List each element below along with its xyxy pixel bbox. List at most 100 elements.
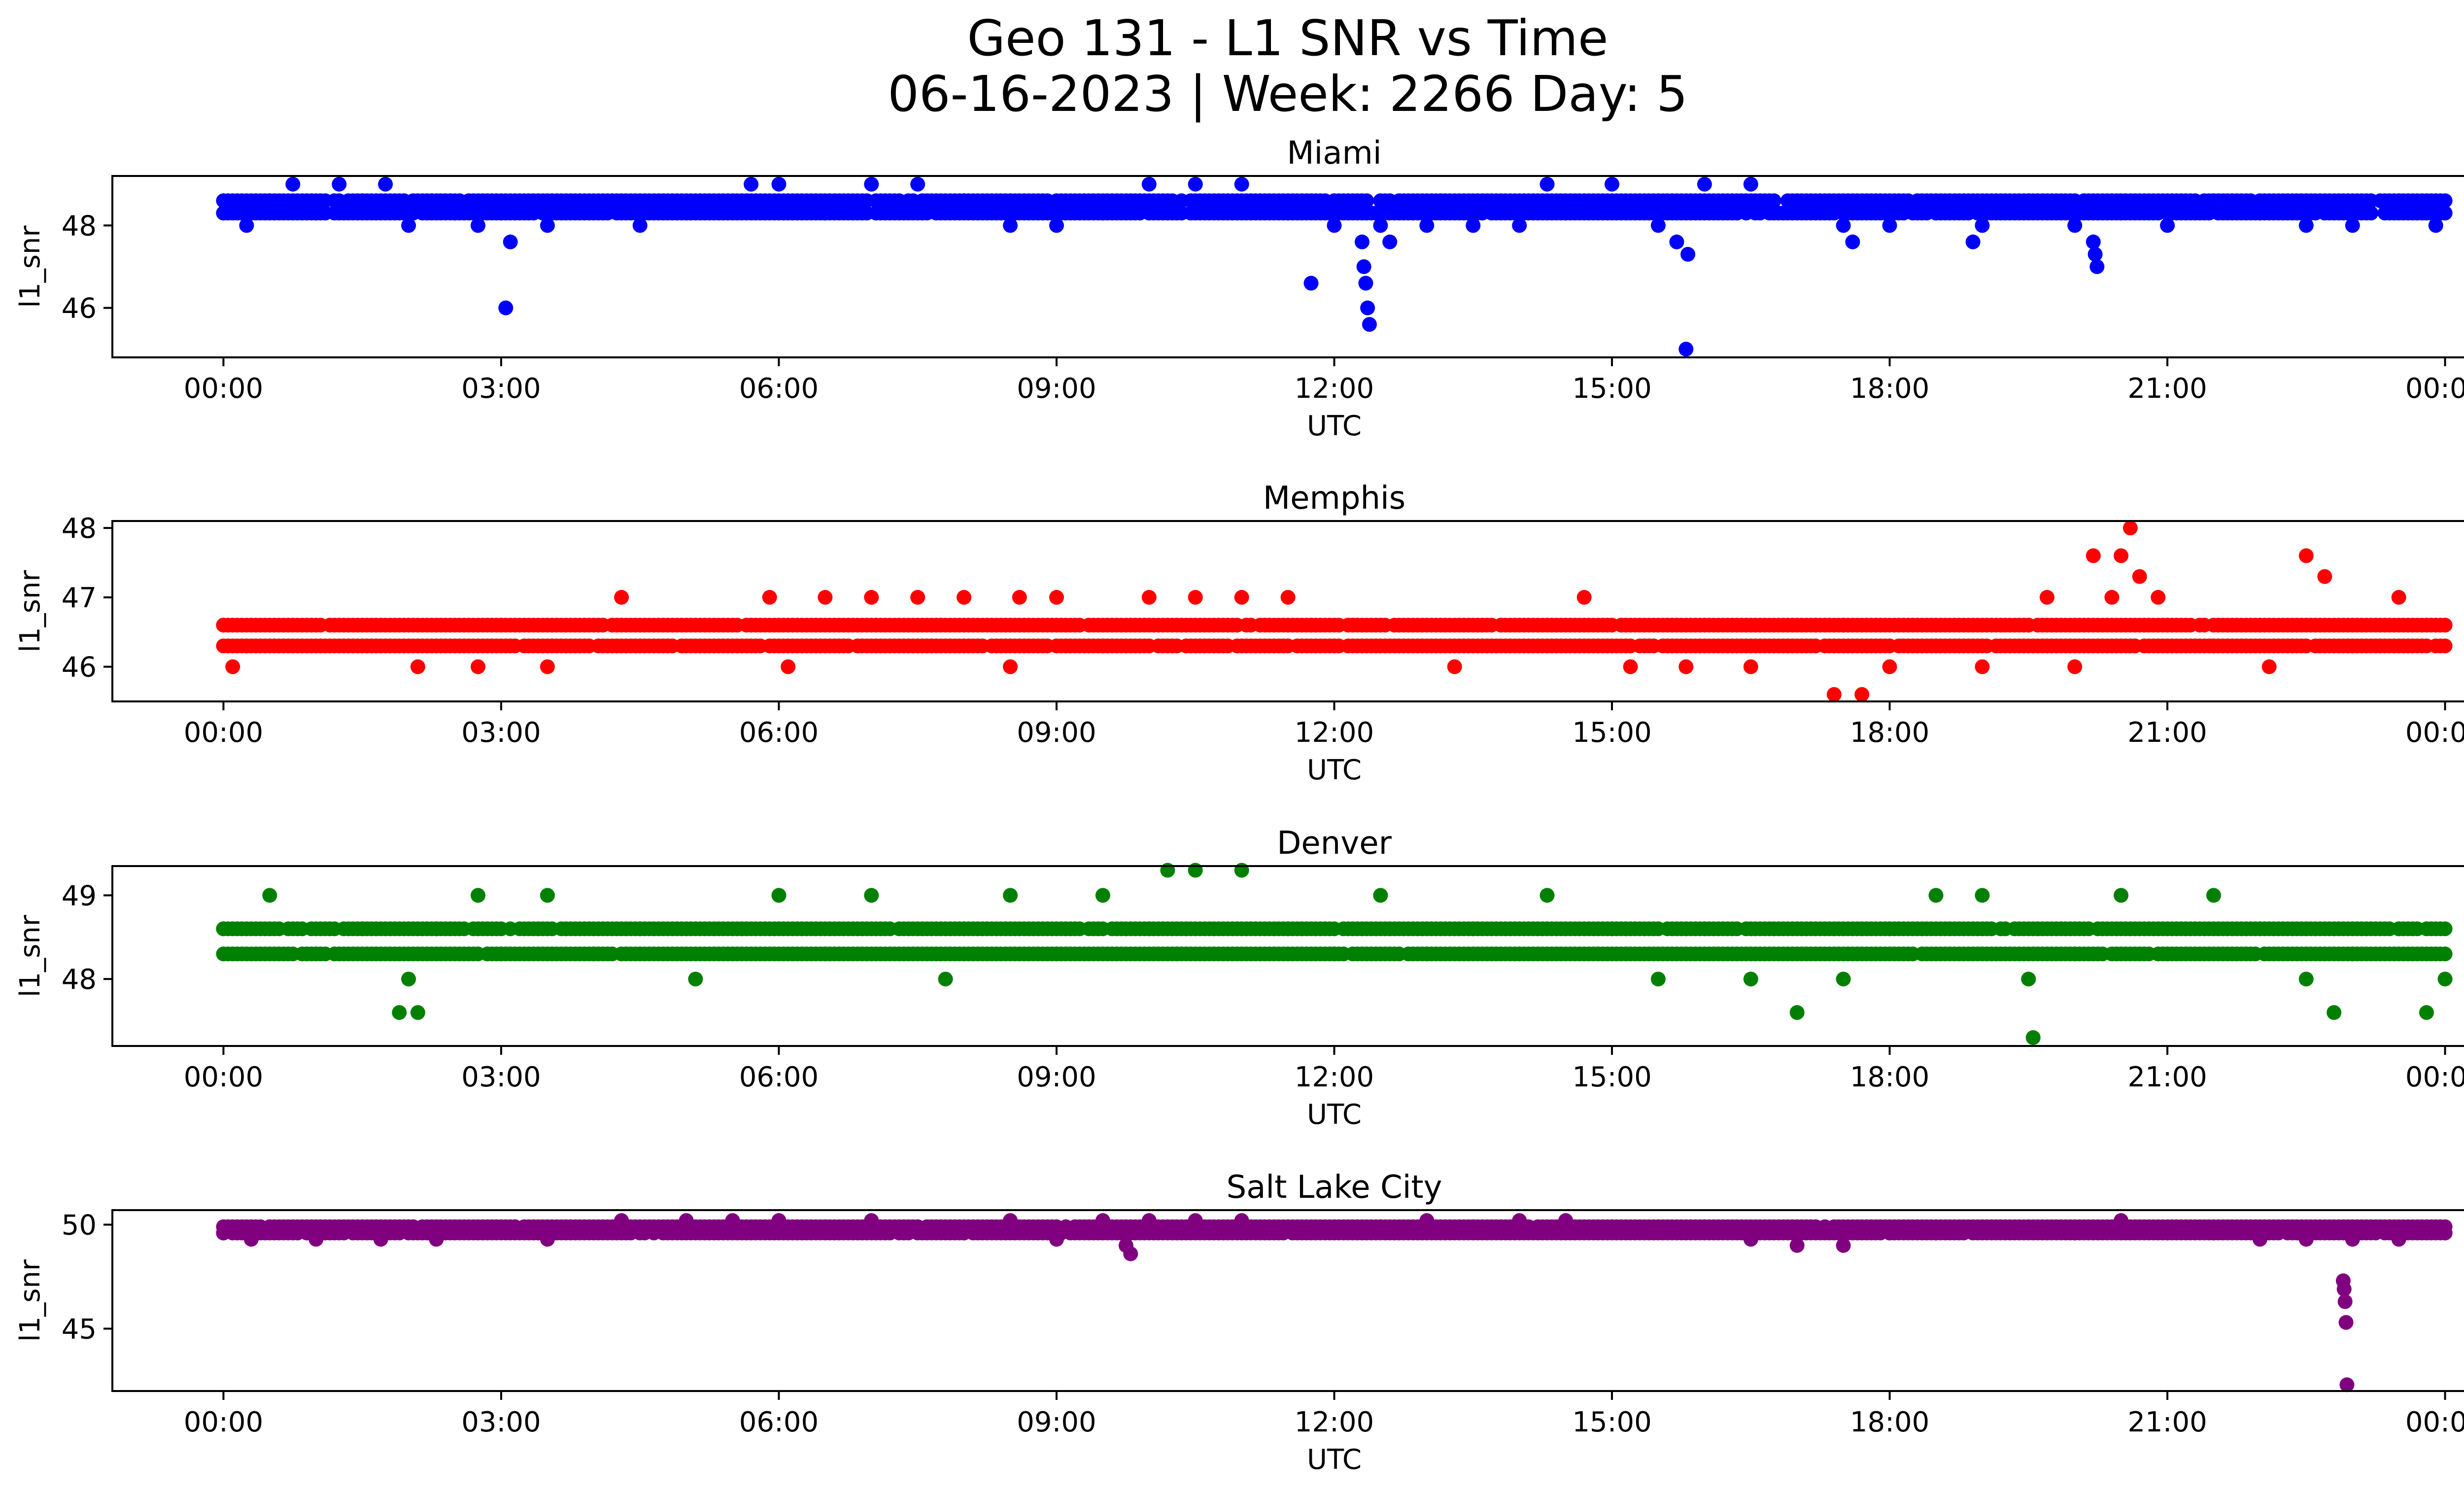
data-point bbox=[2336, 1282, 2352, 1297]
data-point bbox=[2428, 218, 2443, 233]
data-point bbox=[864, 888, 879, 903]
data-point bbox=[1836, 1238, 1851, 1253]
data-point bbox=[1845, 234, 1860, 249]
y-tick-label: 46 bbox=[62, 293, 97, 325]
data-point bbox=[1650, 1219, 1666, 1234]
series-points bbox=[216, 1213, 2453, 1393]
x-tick-label: 00:00 bbox=[184, 373, 263, 405]
data-point bbox=[1882, 921, 1897, 937]
data-point bbox=[910, 590, 925, 605]
data-point bbox=[2391, 193, 2406, 209]
data-point bbox=[1975, 888, 1990, 903]
panel-title: Salt Lake City bbox=[1227, 1169, 1442, 1206]
data-point bbox=[1049, 590, 1064, 605]
axes-frame bbox=[111, 520, 2464, 702]
data-point bbox=[471, 888, 485, 903]
panel-title: Memphis bbox=[1263, 480, 1405, 517]
data-point bbox=[1373, 888, 1388, 903]
data-point bbox=[2104, 590, 2120, 605]
y-tick-label: 47 bbox=[62, 582, 97, 614]
data-point bbox=[262, 888, 277, 903]
data-point bbox=[2206, 888, 2221, 903]
data-point bbox=[1965, 234, 1981, 249]
data-point bbox=[2317, 569, 2332, 584]
data-point bbox=[771, 1213, 787, 1228]
data-point bbox=[2160, 618, 2175, 633]
x-tick-label: 12:00 bbox=[1295, 717, 1374, 749]
data-point bbox=[1280, 1219, 1296, 1234]
x-tick-label: 12:00 bbox=[1295, 1061, 1374, 1093]
y-axis-label: l1_snr bbox=[14, 570, 46, 653]
x-tick-label: 18:00 bbox=[1850, 373, 1929, 405]
data-point bbox=[2298, 548, 2314, 563]
x-tick-label: 21:00 bbox=[2127, 717, 2207, 749]
data-point bbox=[2298, 1232, 2314, 1247]
data-point bbox=[1882, 218, 1897, 233]
data-point bbox=[1141, 1213, 1157, 1228]
data-point bbox=[818, 1219, 833, 1234]
data-point bbox=[2021, 193, 2036, 209]
data-point bbox=[818, 946, 833, 962]
y-tick-label: 45 bbox=[62, 1313, 97, 1345]
data-point bbox=[2039, 590, 2054, 605]
data-point bbox=[2391, 590, 2406, 605]
data-point bbox=[410, 659, 425, 674]
data-point bbox=[818, 206, 833, 221]
data-point bbox=[1049, 218, 1064, 233]
x-tick-label: 21:00 bbox=[2127, 373, 2207, 405]
data-point bbox=[471, 659, 485, 674]
data-point bbox=[1743, 176, 1758, 192]
x-tick-label: 09:00 bbox=[1017, 717, 1096, 749]
data-point bbox=[957, 1225, 972, 1241]
panel-3: Salt Lake City 00:00 03:00 06:00 09:00 12:00 1… bbox=[14, 1169, 2464, 1476]
data-point bbox=[2252, 921, 2267, 937]
data-point bbox=[1975, 1219, 1990, 1234]
data-point bbox=[2067, 946, 2083, 962]
data-point bbox=[2088, 246, 2103, 262]
data-point bbox=[471, 218, 485, 233]
data-point bbox=[216, 1225, 231, 1241]
data-point bbox=[1678, 659, 1694, 674]
x-axis-label: UTC bbox=[1307, 754, 1362, 786]
data-point bbox=[1780, 638, 1795, 654]
data-point bbox=[1141, 176, 1157, 192]
data-point bbox=[2021, 1219, 2036, 1234]
data-point bbox=[1003, 659, 1018, 674]
data-point bbox=[1512, 946, 1527, 962]
data-point bbox=[243, 1232, 259, 1247]
data-point bbox=[447, 206, 462, 221]
data-point bbox=[725, 946, 740, 962]
x-tick-label: 03:00 bbox=[461, 1061, 541, 1093]
data-point bbox=[1697, 921, 1712, 937]
x-tick-label: 06:00 bbox=[739, 1061, 819, 1093]
data-point bbox=[2086, 548, 2101, 563]
data-point bbox=[1095, 206, 1110, 221]
data-point bbox=[225, 659, 240, 674]
data-point bbox=[2206, 1225, 2221, 1241]
data-point bbox=[2067, 218, 2083, 233]
data-point bbox=[1766, 193, 1781, 209]
data-point bbox=[1141, 590, 1157, 605]
data-point bbox=[1141, 921, 1157, 937]
data-point bbox=[1169, 946, 1185, 962]
data-point bbox=[1789, 1005, 1805, 1020]
data-point bbox=[239, 638, 254, 654]
y-tick-label: 48 bbox=[62, 513, 97, 545]
data-point bbox=[1373, 1219, 1388, 1234]
data-point bbox=[957, 193, 972, 209]
x-tick-label: 00:00 bbox=[184, 1061, 263, 1093]
data-point bbox=[378, 176, 393, 192]
data-point bbox=[1669, 234, 1684, 249]
data-point bbox=[285, 176, 301, 192]
data-point bbox=[679, 1213, 694, 1228]
data-point bbox=[2160, 946, 2175, 962]
data-point bbox=[744, 176, 759, 192]
data-point bbox=[1303, 276, 1319, 291]
data-point bbox=[540, 218, 555, 233]
data-point bbox=[493, 618, 509, 633]
x-tick-label: 00:00 bbox=[2405, 1406, 2464, 1438]
data-point bbox=[429, 921, 444, 937]
data-point bbox=[2437, 193, 2453, 209]
